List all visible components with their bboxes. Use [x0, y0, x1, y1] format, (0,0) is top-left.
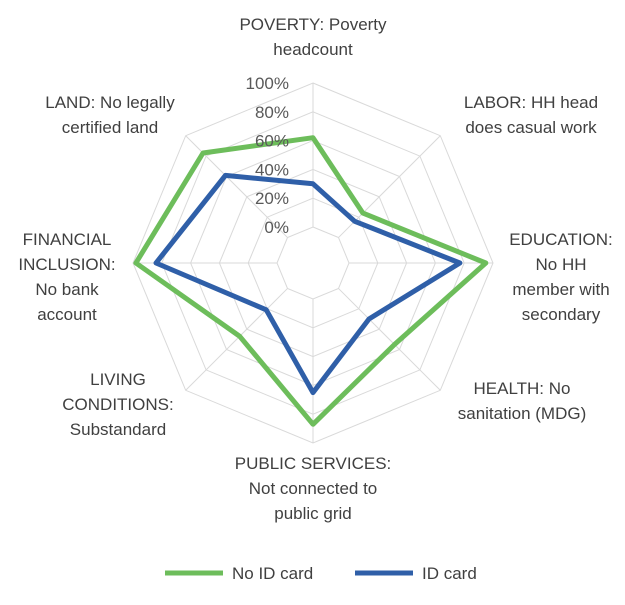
- axis-label-line: LABOR: HH head: [464, 93, 598, 112]
- axis-label: PUBLIC SERVICES: Not connected to public g…: [235, 454, 392, 523]
- grid-spoke: [338, 288, 441, 391]
- axis-label-line: member with: [512, 280, 609, 299]
- axis-label-line: Substandard: [70, 420, 166, 439]
- axis-label-line: No HH: [535, 255, 586, 274]
- radial-tick-labels: 0% 20% 40% 60% 80% 100%: [246, 74, 289, 237]
- axis-label-line: LIVING: [90, 370, 146, 389]
- legend: No ID card ID card: [165, 564, 477, 583]
- axis-label: HEALTH: No sanitation (MDG): [458, 379, 586, 423]
- axis-label-line: LAND: No legally: [45, 93, 175, 112]
- axis-label-line: CONDITIONS:: [62, 395, 173, 414]
- tick-label: 40%: [255, 160, 289, 179]
- legend-label: ID card: [422, 564, 477, 583]
- axis-label-line: HEALTH: No: [474, 379, 571, 398]
- axis-label-line: INCLUSION:: [18, 255, 115, 274]
- axis-label-line: EDUCATION:: [509, 230, 613, 249]
- axis-label: LIVING CONDITIONS: Substandard: [62, 370, 173, 439]
- tick-label: 80%: [255, 103, 289, 122]
- axis-label: POVERTY: Poverty headcount: [239, 15, 387, 59]
- axis-label-line: Not connected to: [249, 479, 378, 498]
- axis-label: LABOR: HH head does casual work: [464, 93, 598, 137]
- series-line: [153, 172, 463, 396]
- axis-label-line: POVERTY: Poverty: [239, 15, 387, 34]
- tick-label: 100%: [246, 74, 289, 93]
- axis-label: EDUCATION: No HH member with secondary: [509, 230, 613, 324]
- tick-label: 20%: [255, 189, 289, 208]
- axis-label: FINANCIAL INCLUSION: No bank account: [18, 230, 115, 324]
- grid-ring: [276, 226, 350, 300]
- axis-label: LAND: No legally certified land: [45, 93, 175, 137]
- grid-spoke: [185, 288, 288, 391]
- axis-label-line: secondary: [522, 305, 601, 324]
- axis-label-line: FINANCIAL: [23, 230, 112, 249]
- axis-labels: POVERTY: Poverty headcount LABOR: HH head d…: [18, 15, 612, 523]
- axis-label-line: account: [37, 305, 97, 324]
- axis-label-line: headcount: [273, 40, 353, 59]
- axis-label-line: PUBLIC SERVICES:: [235, 454, 392, 473]
- legend-label: No ID card: [232, 564, 313, 583]
- axis-label-line: public grid: [274, 504, 352, 523]
- axis-label-line: No bank: [35, 280, 99, 299]
- axis-label-line: sanitation (MDG): [458, 404, 586, 423]
- axis-label-line: certified land: [62, 118, 158, 137]
- series-line: [133, 135, 489, 427]
- tick-label: 0%: [264, 218, 289, 237]
- tick-label: 60%: [255, 132, 289, 151]
- radar-series: [133, 135, 489, 427]
- axis-label-line: does casual work: [465, 118, 597, 137]
